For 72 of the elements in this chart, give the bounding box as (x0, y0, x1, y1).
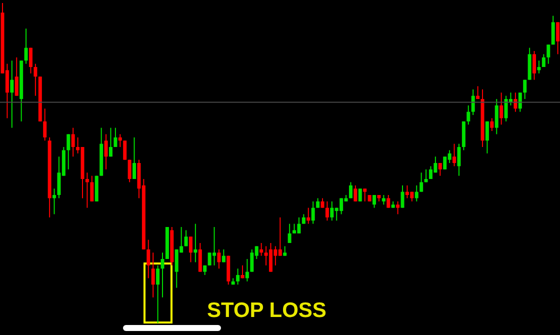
candlestick (222, 248, 226, 263)
candlestick (118, 134, 122, 148)
candlestick (363, 188, 367, 202)
candlestick (372, 194, 376, 208)
candlestick (476, 86, 480, 100)
candlestick (85, 172, 89, 208)
candlestick (400, 184, 404, 208)
candlestick (66, 134, 70, 170)
candlestick (452, 143, 456, 167)
candlestick (151, 252, 155, 298)
candlestick (471, 88, 475, 116)
candlestick (10, 60, 14, 128)
candlestick (382, 194, 386, 206)
candlestick (71, 127, 75, 158)
candlestick (414, 184, 418, 202)
candlestick (128, 159, 132, 183)
candlestick (466, 104, 470, 126)
candlestick (194, 223, 198, 263)
candlestick (245, 258, 249, 282)
candlestick (104, 134, 108, 170)
candlestick (236, 268, 240, 286)
candlestick (114, 127, 118, 148)
candlestick (546, 44, 550, 64)
candlestick (283, 246, 287, 256)
candlestick (386, 194, 390, 208)
candlestick (24, 28, 28, 64)
annotation: STOP LOSS (207, 299, 326, 323)
candlestick (292, 223, 296, 234)
candlestick (542, 54, 546, 68)
candlestick (316, 198, 320, 208)
candlestick (217, 248, 221, 270)
candlestick (184, 230, 188, 247)
candlestick (34, 63, 38, 96)
candlestick (358, 188, 362, 202)
candlestick (485, 120, 489, 154)
candlestick (424, 168, 428, 183)
candlestick (556, 22, 560, 55)
candlestick (490, 118, 494, 132)
candlestick (28, 47, 32, 74)
candlestick (494, 98, 498, 135)
candlestick (288, 223, 292, 244)
candlestick (500, 92, 504, 126)
candlestick (537, 60, 541, 74)
candlestick (551, 15, 555, 46)
candlestick (302, 214, 306, 224)
candlestick (354, 184, 358, 202)
candlestick (320, 198, 324, 208)
candlestick (532, 50, 536, 80)
candlestick (188, 236, 192, 263)
candlestick (156, 264, 160, 323)
candlestick (198, 242, 202, 272)
candlestick (132, 136, 136, 180)
candlestick (52, 188, 56, 215)
candlestick (311, 200, 315, 224)
candlestick (260, 242, 264, 256)
candlestick (457, 143, 461, 176)
candlestick (518, 92, 522, 112)
candlestick (90, 175, 94, 202)
candlestick (420, 172, 424, 192)
candlestick (396, 200, 400, 215)
candlestick (325, 200, 329, 222)
candlestick (123, 140, 127, 160)
candlestick (523, 79, 527, 100)
candlestick (438, 162, 442, 176)
candlestick (348, 182, 352, 199)
candlestick (306, 207, 310, 224)
candlestick (160, 252, 164, 298)
candlestick (14, 56, 18, 96)
candlestick (43, 108, 47, 142)
candlestick (240, 264, 244, 279)
candlestick (108, 127, 112, 158)
candlestick (146, 239, 150, 279)
